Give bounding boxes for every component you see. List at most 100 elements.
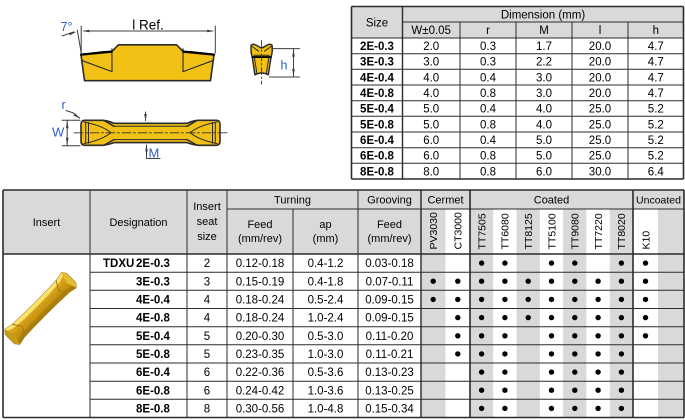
svg-text:h: h: [653, 25, 659, 37]
svg-text:0.30-0.56: 0.30-0.56: [236, 404, 285, 416]
svg-text:8E-0.8: 8E-0.8: [136, 404, 170, 416]
svg-text:5: 5: [204, 331, 210, 343]
svg-text:4.7: 4.7: [648, 88, 664, 100]
svg-text:6.0: 6.0: [536, 166, 552, 178]
svg-text:Feed: Feed: [377, 219, 402, 231]
svg-text:3.0: 3.0: [423, 57, 439, 69]
svg-text:TT8125: TT8125: [523, 213, 535, 249]
svg-text:ap: ap: [319, 219, 331, 231]
svg-text:Dimension (mm): Dimension (mm): [501, 9, 586, 21]
svg-text:l: l: [599, 25, 602, 37]
svg-text:6: 6: [204, 385, 210, 397]
svg-text:6E-0.8: 6E-0.8: [360, 151, 394, 163]
svg-text:4.0: 4.0: [423, 88, 439, 100]
svg-text:0.12-0.18: 0.12-0.18: [236, 258, 285, 270]
svg-text:0.8: 0.8: [480, 119, 496, 131]
svg-text:TT8020: TT8020: [616, 213, 628, 249]
svg-text:5.2: 5.2: [648, 119, 664, 131]
svg-text:6.4: 6.4: [648, 166, 665, 178]
svg-text:Uncoated: Uncoated: [636, 194, 681, 206]
svg-text:4.7: 4.7: [648, 41, 664, 53]
svg-text:25.0: 25.0: [589, 151, 611, 163]
svg-text:7°: 7°: [61, 20, 73, 34]
svg-text:5.0: 5.0: [423, 104, 439, 116]
svg-text:(mm/rev): (mm/rev): [368, 233, 412, 245]
svg-text:Size: Size: [366, 17, 388, 29]
svg-text:0.24-0.42: 0.24-0.42: [236, 385, 285, 397]
svg-text:CT3000: CT3000: [453, 212, 465, 250]
svg-text:5E-0.8: 5E-0.8: [136, 349, 170, 361]
svg-text:8: 8: [204, 404, 210, 416]
svg-text:M: M: [149, 146, 160, 161]
svg-text:4E-0.4: 4E-0.4: [136, 295, 170, 307]
svg-text:1.0-3.0: 1.0-3.0: [308, 349, 344, 361]
svg-text:Grooving: Grooving: [367, 195, 412, 207]
svg-text:4.0: 4.0: [536, 119, 552, 131]
svg-text:3E-0.3: 3E-0.3: [136, 276, 170, 288]
svg-text:1.0-2.4: 1.0-2.4: [308, 313, 344, 325]
svg-text:0.5-3.0: 0.5-3.0: [308, 331, 344, 343]
svg-text:0.03-0.18: 0.03-0.18: [365, 258, 414, 270]
svg-text:0.4: 0.4: [480, 104, 497, 116]
svg-text:5E-0.4: 5E-0.4: [360, 104, 394, 116]
svg-text:4: 4: [204, 313, 211, 325]
svg-text:Insert: Insert: [33, 217, 61, 229]
svg-text:Coated: Coated: [534, 195, 569, 207]
svg-text:0.13-0.23: 0.13-0.23: [365, 367, 414, 379]
svg-text:4E-0.8: 4E-0.8: [136, 313, 170, 325]
svg-text:(mm/rev): (mm/rev): [238, 233, 282, 245]
svg-text:3.0: 3.0: [536, 72, 552, 84]
svg-text:20.0: 20.0: [589, 88, 611, 100]
svg-text:3: 3: [204, 276, 210, 288]
svg-text:Feed: Feed: [247, 219, 272, 231]
svg-text:0.20-0.30: 0.20-0.30: [236, 331, 285, 343]
svg-text:4E-0.8: 4E-0.8: [360, 88, 394, 100]
svg-text:25.0: 25.0: [589, 104, 611, 116]
svg-text:0.11-0.21: 0.11-0.21: [366, 349, 414, 361]
svg-text:0.15-0.19: 0.15-0.19: [236, 276, 285, 288]
svg-text:0.18-0.24: 0.18-0.24: [236, 295, 285, 307]
svg-text:PV3030: PV3030: [428, 212, 440, 250]
svg-text:TT7220: TT7220: [593, 213, 605, 249]
svg-text:0.22-0.36: 0.22-0.36: [236, 367, 285, 379]
svg-text:Cermet: Cermet: [427, 195, 463, 207]
svg-text:6E-0.4: 6E-0.4: [136, 367, 170, 379]
svg-text:r: r: [62, 98, 66, 112]
svg-text:0.5-3.6: 0.5-3.6: [308, 367, 344, 379]
svg-text:5: 5: [204, 349, 210, 361]
svg-text:M: M: [539, 25, 549, 37]
svg-text:0.13-0.25: 0.13-0.25: [365, 385, 414, 397]
svg-text:0.09-0.15: 0.09-0.15: [365, 313, 414, 325]
svg-text:0.4-1.8: 0.4-1.8: [308, 276, 344, 288]
svg-text:h: h: [281, 58, 288, 72]
svg-text:3.0: 3.0: [536, 88, 552, 100]
svg-text:20.0: 20.0: [589, 72, 611, 84]
svg-text:0.3: 0.3: [480, 57, 496, 69]
svg-text:TT7505: TT7505: [476, 213, 488, 249]
svg-text:0.4: 0.4: [480, 135, 497, 147]
svg-text:3E-0.3: 3E-0.3: [360, 57, 394, 69]
svg-text:W±0.05: W±0.05: [411, 25, 451, 37]
svg-text:seat: seat: [197, 216, 218, 228]
svg-text:6E-0.8: 6E-0.8: [136, 385, 170, 397]
svg-text:1.7: 1.7: [536, 41, 552, 53]
svg-text:0.4-1.2: 0.4-1.2: [308, 258, 344, 270]
svg-text:TT6080: TT6080: [500, 213, 512, 249]
svg-text:K10: K10: [640, 231, 652, 250]
svg-text:5.2: 5.2: [648, 104, 664, 116]
svg-text:0.4: 0.4: [480, 72, 497, 84]
svg-text:0.18-0.24: 0.18-0.24: [236, 313, 285, 325]
svg-text:8.0: 8.0: [423, 166, 439, 178]
svg-text:l Ref.: l Ref.: [132, 18, 164, 33]
svg-text:5.0: 5.0: [536, 135, 552, 147]
svg-text:0.8: 0.8: [480, 166, 496, 178]
svg-text:8E-0.8: 8E-0.8: [360, 166, 394, 178]
svg-text:Designation: Designation: [109, 217, 167, 229]
svg-text:0.09-0.15: 0.09-0.15: [365, 295, 414, 307]
svg-text:5.2: 5.2: [648, 135, 664, 147]
svg-text:30.0: 30.0: [589, 166, 611, 178]
svg-text:25.0: 25.0: [589, 135, 611, 147]
svg-text:(mm): (mm): [313, 233, 339, 245]
svg-text:6.0: 6.0: [423, 151, 439, 163]
svg-text:4.0: 4.0: [423, 72, 439, 84]
